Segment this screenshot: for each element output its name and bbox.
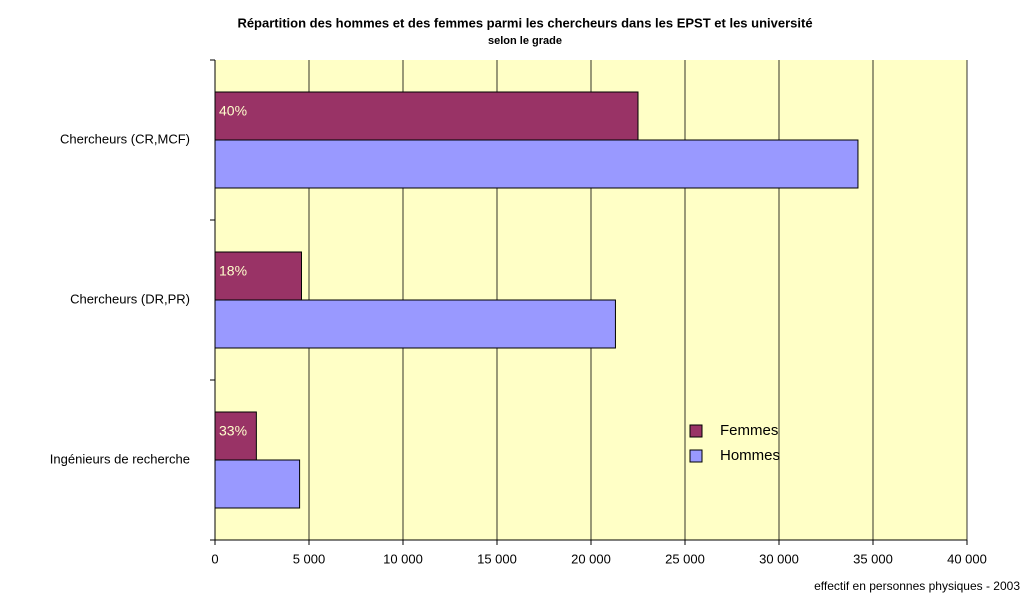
- x-tick-label: 35 000: [853, 551, 893, 566]
- bar: [214, 91, 639, 141]
- chart-title: Répartition des hommes et des femmes par…: [237, 15, 812, 30]
- x-tick-label: 15 000: [477, 551, 517, 566]
- legend-label: Hommes: [720, 447, 780, 464]
- bar-annotation: 18%: [219, 263, 247, 279]
- bar: [214, 411, 257, 461]
- x-tick-label: 20 000: [571, 551, 611, 566]
- x-tick-label: 30 000: [759, 551, 799, 566]
- y-tick-label: Chercheurs (DR,PR): [70, 291, 190, 306]
- x-tick-label: 25 000: [665, 551, 705, 566]
- bar: [214, 459, 301, 509]
- y-tick-label: Ingénieurs de recherche: [50, 451, 190, 466]
- x-axis-label: effectif en personnes physiques - 2003: [814, 579, 1020, 593]
- y-tick-label: Chercheurs (CR,MCF): [60, 131, 190, 146]
- bar: [214, 299, 616, 349]
- bar: [214, 251, 302, 301]
- x-tick-label: 10 000: [383, 551, 423, 566]
- legend-swatch: [689, 449, 703, 463]
- legend-swatch: [689, 424, 703, 438]
- legend-label: Femmes: [720, 422, 778, 439]
- chart-subtitle: selon le grade: [488, 35, 562, 47]
- bar-annotation: 33%: [219, 423, 247, 439]
- x-tick-label: 0: [211, 551, 218, 566]
- bar-annotation: 40%: [219, 103, 247, 119]
- x-tick-label: 40 000: [947, 551, 987, 566]
- bar: [214, 139, 859, 189]
- x-tick-label: 5 000: [293, 551, 326, 566]
